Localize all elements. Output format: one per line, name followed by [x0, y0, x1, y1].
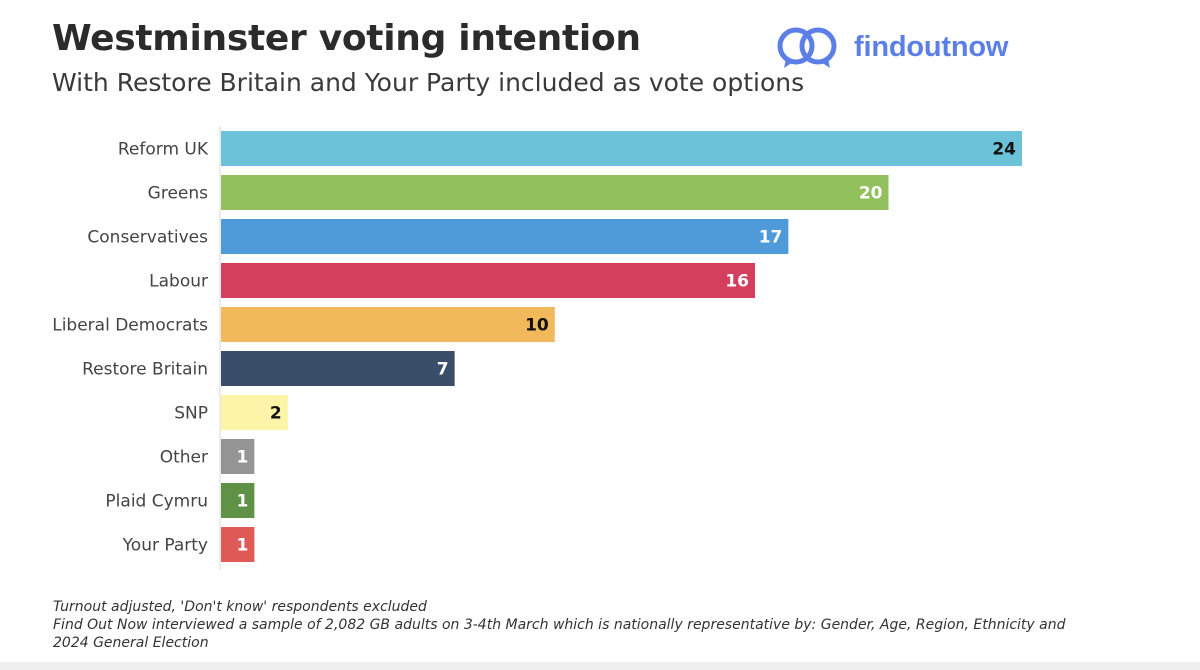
category-label: Labour: [149, 272, 208, 292]
category-label: SNP: [174, 404, 208, 424]
category-label: Plaid Cymru: [105, 492, 208, 512]
brand-name: findoutnow: [854, 30, 1009, 63]
bar-snp: [221, 395, 288, 430]
category-label: Conservatives: [87, 228, 208, 248]
bar-greens: [221, 175, 889, 210]
footnote-line-2: Find Out Now interviewed a sample of 2,0…: [53, 617, 1066, 633]
bar-liberal-democrats: [221, 307, 555, 342]
bottom-band: [0, 662, 1200, 670]
value-label: 16: [725, 272, 749, 292]
category-label: Restore Britain: [82, 360, 208, 380]
bar-restore-britain: [221, 351, 455, 386]
category-label: Other: [160, 448, 208, 468]
footnote: Turnout adjusted, 'Don't know' responden…: [53, 598, 1066, 652]
value-label: 1: [237, 448, 249, 468]
value-label: 7: [437, 360, 449, 380]
category-label: Reform UK: [118, 140, 209, 160]
bar-your-party: [221, 527, 255, 562]
value-label: 1: [237, 536, 249, 556]
value-label: 10: [525, 316, 549, 336]
bar-labour: [221, 263, 755, 298]
category-label: Your Party: [122, 536, 208, 556]
category-label: Greens: [148, 184, 208, 204]
value-label: 1: [237, 492, 249, 512]
bar-plaid-cymru: [221, 483, 255, 518]
interlocking-rings-icon: [777, 27, 837, 68]
bar-conservatives: [221, 219, 789, 254]
brand-logo: findoutnow: [774, 22, 1008, 72]
bar-other: [221, 439, 255, 474]
value-label: 17: [759, 228, 783, 248]
value-label: 20: [859, 184, 883, 204]
chart-subtitle: With Restore Britain and Your Party incl…: [52, 68, 805, 97]
value-label: 2: [270, 404, 282, 424]
chart-title: Westminster voting intention: [52, 18, 641, 59]
value-label: 24: [992, 140, 1016, 160]
footnote-line-3: 2024 General Election: [53, 635, 209, 651]
footnote-line-1: Turnout adjusted, 'Don't know' responden…: [53, 599, 427, 615]
bar-reform-uk: [221, 131, 1022, 166]
category-label: Liberal Democrats: [52, 316, 208, 336]
